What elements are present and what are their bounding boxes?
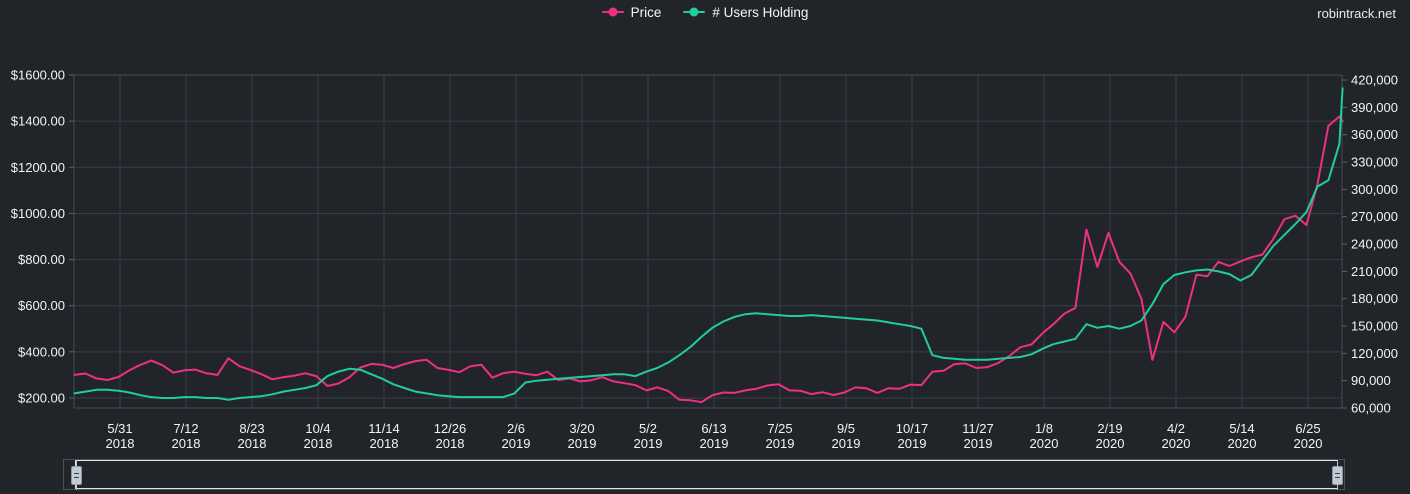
users-axis-tick-label: 120,000 xyxy=(1351,346,1398,361)
chart-header: Price # Users Holding robintrack.net xyxy=(0,0,1410,24)
price-series-marker-icon xyxy=(601,7,624,17)
x-axis-tick-label: 6/13 2019 xyxy=(700,421,729,451)
x-axis-tick-label: 2/19 2020 xyxy=(1096,421,1125,451)
price-axis-tick-label: $1600.00 xyxy=(11,68,65,83)
price-axis-tick-label: $400.00 xyxy=(18,344,65,359)
x-axis-tick-label: 7/25 2019 xyxy=(766,421,795,451)
users-axis-tick-label: 360,000 xyxy=(1351,127,1398,142)
navigator-handle-right[interactable] xyxy=(1332,460,1343,490)
price-axis-tick-label: $1000.00 xyxy=(11,206,65,221)
x-axis-tick-label: 10/17 2019 xyxy=(896,421,929,451)
users-axis-tick-label: 390,000 xyxy=(1351,100,1398,115)
users-axis-tick-label: 60,000 xyxy=(1351,401,1391,416)
users-axis-tick-label: 270,000 xyxy=(1351,209,1398,224)
x-axis-tick-label: 4/2 2020 xyxy=(1162,421,1191,451)
users-axis-tick-label: 420,000 xyxy=(1351,73,1398,88)
users-axis-tick-label: 240,000 xyxy=(1351,237,1398,252)
legend-item-price[interactable]: Price xyxy=(601,4,662,20)
users-axis-tick-label: 330,000 xyxy=(1351,155,1398,170)
x-axis-tick-label: 5/14 2020 xyxy=(1228,421,1257,451)
x-axis-tick-label: 7/12 2018 xyxy=(172,421,201,451)
chart-navigator[interactable] xyxy=(63,459,1345,490)
users-axis-tick-label: 150,000 xyxy=(1351,319,1398,334)
x-axis-tick-label: 11/27 2019 xyxy=(962,421,994,451)
users-holding-dot-icon xyxy=(689,7,699,17)
chart-grid xyxy=(73,74,1343,409)
price-users-time-series-chart[interactable]: 5/31 2018 7/12 2018 8/23 2018 10/4 2018 11/14 201… xyxy=(0,0,1410,455)
site-watermark: robintrack.net xyxy=(1317,6,1396,21)
users-axis-tick-label: 180,000 xyxy=(1351,291,1398,306)
legend-label: Price xyxy=(630,4,662,20)
x-axis-tick-label: 11/14 2018 xyxy=(368,421,400,451)
x-axis-tick-label: 12/26 2018 xyxy=(434,421,467,451)
price-axis-tick-label: $1400.00 xyxy=(11,114,65,129)
legend-item-users-holding[interactable]: # Users Holding xyxy=(683,5,808,20)
x-axis-tick-label: 6/25 2020 xyxy=(1294,421,1323,451)
chart-axes: 5/31 2018 7/12 2018 8/23 2018 10/4 2018 11/14 201… xyxy=(11,68,1398,451)
price-axis-tick-label: $1200.00 xyxy=(11,160,65,175)
users-axis-tick-label: 300,000 xyxy=(1351,182,1398,197)
legend-label: # Users Holding xyxy=(712,4,809,20)
users-axis-tick-label: 210,000 xyxy=(1351,264,1398,279)
x-axis-tick-label: 5/2 2019 xyxy=(634,421,663,451)
price-axis-tick-label: $200.00 xyxy=(18,391,65,406)
users-axis-tick-label: 90,000 xyxy=(1351,373,1391,388)
x-axis-tick-label: 8/23 2018 xyxy=(238,421,267,451)
x-axis-tick-label: 5/31 2018 xyxy=(106,421,135,451)
x-axis-tick-label: 1/8 2020 xyxy=(1030,421,1059,451)
price-line[interactable] xyxy=(73,115,1344,404)
price-dot-icon xyxy=(608,7,618,17)
chart-legend: Price # Users Holding xyxy=(601,4,808,20)
price-axis-tick-label: $800.00 xyxy=(18,252,65,267)
users-holding-series-marker-icon xyxy=(683,7,706,17)
x-axis-tick-label: 3/20 2019 xyxy=(568,421,597,451)
users-holding-line[interactable] xyxy=(73,87,1344,401)
x-axis-tick-label: 10/4 2018 xyxy=(304,421,333,451)
price-axis-tick-label: $600.00 xyxy=(18,298,65,313)
navigator-handle-left[interactable] xyxy=(71,460,82,490)
x-axis-tick-label: 2/6 2019 xyxy=(502,421,531,451)
navigator-selected-range[interactable] xyxy=(75,460,1338,489)
x-axis-tick-label: 9/5 2019 xyxy=(832,421,861,451)
